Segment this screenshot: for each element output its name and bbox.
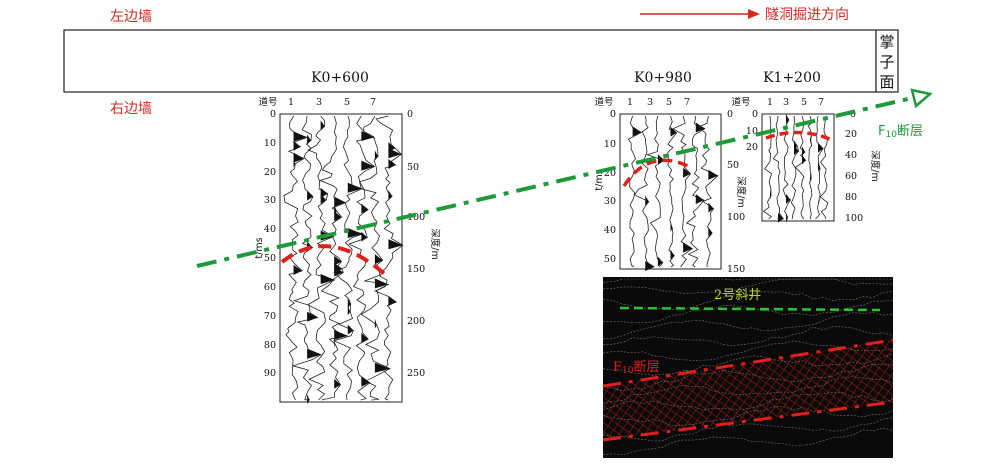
inset-fault-prefix: F (613, 360, 622, 375)
channel-label: 5 (344, 97, 350, 108)
fault-label-suffix: 断层 (897, 124, 923, 139)
time-tick: 50 (604, 254, 616, 265)
channel-header: 道号 (731, 96, 750, 108)
time-tick: 20 (746, 142, 758, 153)
station-k0980: K0+980 (634, 70, 692, 86)
time-axis-title: t/ms (254, 237, 265, 258)
channel-label: 1 (767, 97, 773, 108)
depth-axis-title: 深度/m (735, 176, 747, 207)
time-axis: 0 10 20 30 40 50 60 70 80 90 (264, 109, 276, 379)
fault-f10-label: F10断层 (878, 124, 923, 140)
depth-tick: 200 (407, 316, 425, 327)
depth-tick: 50 (727, 160, 739, 171)
depth-tick: 80 (845, 192, 857, 203)
time-tick: 30 (604, 196, 616, 207)
depth-tick: 0 (727, 109, 733, 120)
time-tick: 40 (604, 225, 616, 236)
time-axis: 0 10 20 (746, 109, 758, 153)
seismic-panel-k0600: 道号 1 3 5 7 0 10 20 30 40 50 60 70 80 90 … (254, 96, 441, 404)
depth-tick: 150 (407, 264, 425, 275)
inclined-shaft-label: 2号斜井 (714, 288, 761, 303)
depth-axis-title: 深度/m (869, 150, 881, 181)
fault-label-subscript: 10 (885, 130, 897, 140)
left-wall-label: 左边墙 (110, 9, 152, 25)
station-k0600: K0+600 (311, 70, 369, 86)
time-tick: 60 (264, 282, 276, 293)
channel-label: 7 (684, 97, 690, 108)
depth-tick: 100 (727, 212, 745, 223)
channel-header: 道号 (258, 96, 277, 108)
depth-axis: 0 20 40 60 80 100 (845, 109, 863, 224)
depth-tick: 50 (407, 162, 419, 173)
depth-tick: 250 (407, 368, 425, 379)
direction-arrow-head (748, 9, 760, 19)
face-char-3: 面 (879, 73, 894, 91)
time-tick: 20 (264, 167, 276, 178)
time-tick: 50 (264, 253, 276, 264)
time-axis: 0 10 20 30 40 50 (604, 109, 616, 265)
inset-fault-label: F10断层 (613, 360, 660, 376)
time-tick: 90 (264, 368, 276, 379)
direction-label: 隧洞掘进方向 (765, 7, 849, 23)
channel-header: 道号 (594, 96, 613, 108)
time-tick: 10 (264, 138, 276, 149)
channel-label: 7 (818, 97, 824, 108)
depth-tick: 150 (727, 264, 745, 275)
depth-tick: 0 (407, 109, 413, 120)
inset-map: 2号斜井 F10断层 (603, 277, 893, 458)
time-tick: 80 (264, 340, 276, 351)
fault-f10-arrowhead (912, 90, 930, 106)
channel-label: 1 (627, 97, 633, 108)
station-k1200: K1+200 (763, 70, 821, 86)
depth-tick: 100 (845, 213, 863, 224)
time-tick: 0 (270, 109, 276, 120)
channel-label: 5 (666, 97, 672, 108)
time-tick: 40 (264, 224, 276, 235)
channel-label: 5 (801, 97, 807, 108)
fault-label-prefix: F (878, 124, 885, 139)
time-tick: 0 (610, 109, 616, 120)
depth-tick: 20 (845, 129, 857, 140)
right-wall-label: 右边墙 (110, 101, 152, 117)
inset-fault-subscript: 10 (622, 366, 634, 376)
depth-tick: 40 (845, 150, 857, 161)
seismic-panel-k1200: 道号 1 3 5 7 0 10 20 0 20 40 60 80 100 深度/… (731, 96, 881, 224)
channel-label: 3 (316, 97, 322, 108)
channel-label: 7 (370, 97, 376, 108)
depth-axis-title: 深度/m (429, 228, 441, 259)
seismic-panel-k0980: 道号 1 3 5 7 0 10 20 30 40 50 t/ms 0 50 10… (594, 96, 747, 275)
channel-label: 3 (647, 97, 653, 108)
channel-label: 3 (783, 97, 789, 108)
time-tick: 0 (752, 109, 758, 120)
depth-axis: 0 50 100 150 200 250 (407, 109, 425, 379)
channel-label: 1 (288, 97, 294, 108)
depth-tick: 60 (845, 171, 857, 182)
time-tick: 30 (264, 195, 276, 206)
tunnel-outline (64, 30, 876, 92)
time-tick: 10 (604, 139, 616, 150)
inset-fault-suffix: 断层 (633, 360, 659, 375)
face-char-2: 子 (879, 53, 894, 71)
time-tick: 70 (264, 311, 276, 322)
face-char-1: 掌 (879, 33, 894, 51)
